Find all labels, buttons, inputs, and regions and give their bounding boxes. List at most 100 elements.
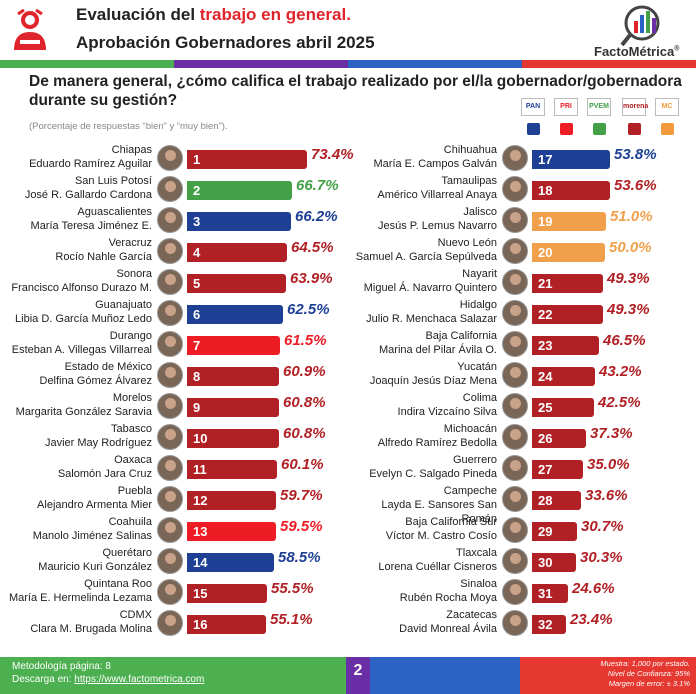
governor-portrait [157, 455, 183, 481]
governor-portrait [157, 393, 183, 419]
governor-row: Querétaro Mauricio Kuri González 14 58.5% [0, 546, 696, 576]
approval-bar [532, 212, 606, 231]
rank-number: 17 [538, 152, 553, 167]
state-name: Nayarit [462, 268, 497, 280]
approval-value-label: 35.0% [587, 456, 630, 473]
governor-row: Baja California Sur Víctor M. Castro Cosí… [0, 515, 696, 545]
approval-bar [187, 429, 279, 448]
approval-value-label: 55.5% [271, 580, 314, 597]
governor-row: Yucatán Joaquín Jesús Díaz Mena 24 43.2% [0, 360, 696, 390]
state-name: Guerrero [452, 454, 497, 466]
governor-row: Baja California Marina del Pilar Ávila O.… [0, 329, 696, 359]
governor-portrait [157, 517, 183, 543]
state-name: Campeche [443, 485, 497, 497]
state-name: Querétaro [102, 547, 152, 559]
governor-name: Javier May Rodríguez [45, 437, 152, 449]
governor-labels: Baja California Marina del Pilar Ávila O. [345, 329, 497, 357]
state-name: Jalisco [463, 206, 497, 218]
governor-labels: Zacatecas David Monreal Ávila [345, 608, 497, 636]
governor-labels: Puebla Alejandro Armenta Mier [0, 484, 152, 512]
approval-value-label: 61.5% [284, 332, 327, 349]
footer-purple-panel [346, 657, 370, 694]
governor-labels: Jalisco Jesús P. Lemus Navarro [345, 205, 497, 233]
rank-number: 27 [538, 462, 553, 477]
governor-name: Layda E. Sansores San Román [381, 499, 497, 525]
governor-name: Miguel Á. Navarro Quintero [363, 282, 497, 294]
state-name: Chiapas [111, 144, 152, 156]
party-logo-pri: PRI [554, 98, 578, 116]
governor-name: Marina del Pilar Ávila O. [379, 344, 497, 356]
approval-bar [187, 181, 292, 200]
governor-portrait [157, 300, 183, 326]
governor-labels: Nayarit Miguel Á. Navarro Quintero [345, 267, 497, 295]
governor-labels: Sinaloa Rubén Rocha Moya [345, 577, 497, 605]
approval-value-label: 60.1% [281, 456, 324, 473]
approval-bar [532, 367, 595, 386]
governor-portrait [502, 331, 528, 357]
governor-name: Esteban A. Villegas Villarreal [11, 344, 152, 356]
header [0, 0, 696, 60]
governor-portrait [502, 269, 528, 295]
governor-labels: Guanajuato Libia D. García Muñoz Ledo [0, 298, 152, 326]
approval-bar [187, 305, 283, 324]
governor-name: Américo Villarreal Anaya [377, 189, 497, 201]
state-name: Tlaxcala [456, 547, 497, 559]
governor-labels: Durango Esteban A. Villegas Villarreal [0, 329, 152, 357]
page-title: Evaluación del trabajo en general. [76, 5, 351, 24]
approval-value-label: 66.2% [295, 208, 338, 225]
governor-name: Salomón Jara Cruz [57, 468, 152, 480]
governor-labels: Hidalgo Julio R. Menchaca Salazar [345, 298, 497, 326]
rank-number: 1 [193, 152, 201, 167]
approval-bar [532, 491, 581, 510]
approval-bar [532, 305, 603, 324]
approval-bar [532, 181, 610, 200]
governor-labels: Tamaulipas Américo Villarreal Anaya [345, 174, 497, 202]
download-link[interactable]: https://www.factometrica.com [74, 674, 205, 685]
governor-row: Tabasco Javier May Rodríguez 10 60.8% [0, 422, 696, 452]
governor-name: Manolo Jiménez Salinas [32, 530, 152, 542]
governor-portrait [502, 455, 528, 481]
approval-value-label: 30.7% [581, 518, 624, 535]
rank-number: 18 [538, 183, 553, 198]
approval-bar [532, 553, 576, 572]
approval-bar [187, 274, 286, 293]
governor-name: Samuel A. García Sepúlveda [355, 251, 497, 263]
rank-number: 25 [538, 400, 553, 415]
approval-value-label: 62.5% [287, 301, 330, 318]
governor-labels: Nuevo León Samuel A. García Sepúlveda [345, 236, 497, 264]
governor-portrait [157, 331, 183, 357]
governor-name: Francisco Alfonso Durazo M. [11, 282, 152, 294]
governor-labels: Querétaro Mauricio Kuri González [0, 546, 152, 574]
rank-number: 3 [193, 214, 201, 229]
governor-labels: Baja California Sur Víctor M. Castro Cosí… [345, 515, 497, 543]
governor-portrait [502, 548, 528, 574]
state-name: Puebla [117, 485, 152, 497]
governor-labels: Morelos Margarita González Saravia [0, 391, 152, 419]
governor-row: Veracruz Rocío Nahle García 4 64.5% [0, 236, 696, 266]
approval-value-label: 53.6% [614, 177, 657, 194]
approval-value-label: 60.8% [283, 425, 326, 442]
approval-bar [187, 491, 276, 510]
color-stripe [0, 60, 696, 68]
party-color-swatch [560, 123, 573, 135]
approval-bar [532, 243, 605, 262]
state-name: Colima [462, 392, 497, 404]
governor-labels: Chiapas Eduardo Ramírez Aguilar [0, 143, 152, 171]
state-name: CDMX [119, 609, 152, 621]
governor-name: Rocío Nahle García [55, 251, 152, 263]
approval-bar [532, 150, 610, 169]
governor-portrait [157, 362, 183, 388]
rank-number: 9 [193, 400, 201, 415]
governor-portrait [502, 517, 528, 543]
governor-portrait [502, 486, 528, 512]
governor-portrait [502, 207, 528, 233]
approval-value-label: 64.5% [291, 239, 334, 256]
state-name: Estado de México [64, 361, 152, 373]
approval-bar [187, 584, 267, 603]
state-name: Zacatecas [446, 609, 497, 621]
governor-portrait [157, 176, 183, 202]
state-name: Quintana Roo [84, 578, 152, 590]
governor-row: Tlaxcala Lorena Cuéllar Cisneros 30 30.3% [0, 546, 696, 576]
footer-blue-panel [370, 657, 520, 694]
approval-bar [187, 398, 279, 417]
